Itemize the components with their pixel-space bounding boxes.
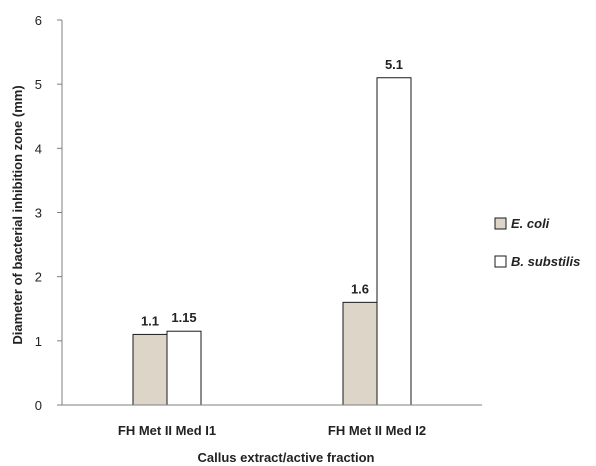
legend-swatch xyxy=(494,217,507,230)
y-tick-label: 6 xyxy=(35,13,42,28)
x-tick-label: FH Met II Med I1 xyxy=(118,423,216,438)
y-tick-label: 0 xyxy=(35,398,42,413)
legend-label: B. substilis xyxy=(511,254,580,269)
bar-e-coli xyxy=(132,333,168,406)
y-tick-label: 5 xyxy=(35,77,42,92)
y-tick-label: 3 xyxy=(35,206,42,221)
bar-b-substilis xyxy=(166,330,202,406)
x-tick-label: FH Met II Med I2 xyxy=(328,423,426,438)
data-label: 1.1 xyxy=(141,313,159,328)
data-label: 1.6 xyxy=(351,281,369,296)
x-axis: FH Met II Med I1 FH Met II Med I2 xyxy=(62,404,482,438)
y-axis: 0 1 2 3 4 5 6 xyxy=(35,13,63,413)
y-tick-label: 4 xyxy=(35,141,42,156)
x-axis-title: Callus extract/active fraction xyxy=(197,450,374,465)
data-label: 5.1 xyxy=(385,57,403,72)
bar-b-substilis xyxy=(376,77,412,406)
bar-e-coli xyxy=(342,301,378,406)
legend-label: E. coli xyxy=(511,216,550,231)
y-axis-title: Diameter of bacterial inhibition zone (m… xyxy=(10,85,25,344)
legend-swatch xyxy=(494,255,507,268)
bars: 1.1 1.15 1.6 5.1 xyxy=(132,57,412,406)
y-tick-label: 1 xyxy=(35,334,42,349)
y-tick-label: 2 xyxy=(35,270,42,285)
data-label: 1.15 xyxy=(171,310,196,325)
legend: E. coli B. substilis xyxy=(494,216,580,269)
